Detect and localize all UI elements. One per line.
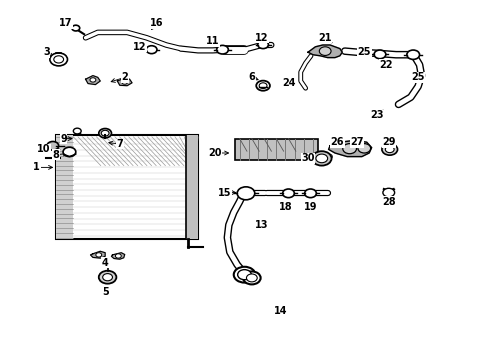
Circle shape xyxy=(259,83,266,89)
Circle shape xyxy=(304,189,316,198)
Circle shape xyxy=(381,144,397,155)
Text: 24: 24 xyxy=(281,78,295,88)
Circle shape xyxy=(50,53,67,66)
Circle shape xyxy=(342,144,356,154)
Text: 17: 17 xyxy=(59,18,73,28)
Circle shape xyxy=(357,144,370,153)
Circle shape xyxy=(243,271,260,284)
Text: 18: 18 xyxy=(279,202,292,212)
Circle shape xyxy=(237,187,254,200)
Circle shape xyxy=(96,253,102,257)
Text: 28: 28 xyxy=(381,197,395,207)
Text: 11: 11 xyxy=(205,36,219,46)
Polygon shape xyxy=(328,140,371,157)
Text: 19: 19 xyxy=(303,202,317,212)
Circle shape xyxy=(237,270,251,280)
Circle shape xyxy=(319,47,330,55)
Polygon shape xyxy=(111,253,124,259)
Text: 16: 16 xyxy=(149,18,163,28)
Text: 26: 26 xyxy=(330,137,344,147)
Circle shape xyxy=(54,56,63,63)
Text: 2: 2 xyxy=(121,72,128,82)
Text: 25: 25 xyxy=(357,47,370,57)
Text: 3: 3 xyxy=(43,47,50,57)
Circle shape xyxy=(102,274,112,281)
Circle shape xyxy=(233,267,255,283)
Text: 12: 12 xyxy=(132,42,146,52)
Circle shape xyxy=(63,147,76,157)
Circle shape xyxy=(101,130,109,136)
Text: 10: 10 xyxy=(37,144,51,154)
Circle shape xyxy=(257,41,268,49)
Text: 8: 8 xyxy=(53,150,60,160)
Text: 30: 30 xyxy=(301,153,314,163)
Circle shape xyxy=(72,25,80,31)
Polygon shape xyxy=(90,251,105,258)
Text: 20: 20 xyxy=(208,148,222,158)
Text: 9: 9 xyxy=(60,134,67,144)
Text: 1: 1 xyxy=(33,162,40,172)
Circle shape xyxy=(385,146,393,153)
Bar xyxy=(56,135,73,239)
Circle shape xyxy=(216,45,228,54)
Circle shape xyxy=(256,81,269,91)
Text: 27: 27 xyxy=(349,137,363,147)
Text: 13: 13 xyxy=(254,220,268,230)
Text: 21: 21 xyxy=(318,33,331,43)
Circle shape xyxy=(315,154,327,163)
Circle shape xyxy=(99,129,111,138)
Text: 4: 4 xyxy=(102,258,108,268)
Circle shape xyxy=(90,78,96,82)
Circle shape xyxy=(311,151,331,166)
Text: 29: 29 xyxy=(381,137,395,147)
Polygon shape xyxy=(307,45,342,58)
Bar xyxy=(234,139,317,160)
Bar xyxy=(185,135,198,239)
Circle shape xyxy=(146,46,157,54)
Circle shape xyxy=(282,189,294,198)
Text: 22: 22 xyxy=(379,60,392,70)
Circle shape xyxy=(382,188,394,197)
Circle shape xyxy=(99,271,116,284)
Text: 6: 6 xyxy=(248,72,255,82)
Circle shape xyxy=(373,50,385,59)
Circle shape xyxy=(406,50,419,59)
Circle shape xyxy=(73,128,81,134)
Text: 14: 14 xyxy=(274,306,287,316)
Polygon shape xyxy=(117,78,132,86)
Text: 25: 25 xyxy=(410,72,424,82)
Text: 7: 7 xyxy=(116,139,123,149)
Text: 15: 15 xyxy=(218,188,231,198)
Bar xyxy=(56,135,198,239)
Circle shape xyxy=(115,254,121,258)
Text: 12: 12 xyxy=(254,33,268,43)
Circle shape xyxy=(246,274,257,282)
Text: 5: 5 xyxy=(102,287,108,297)
Circle shape xyxy=(122,80,127,84)
Text: 23: 23 xyxy=(369,110,383,120)
Polygon shape xyxy=(85,76,100,85)
Circle shape xyxy=(47,141,59,150)
